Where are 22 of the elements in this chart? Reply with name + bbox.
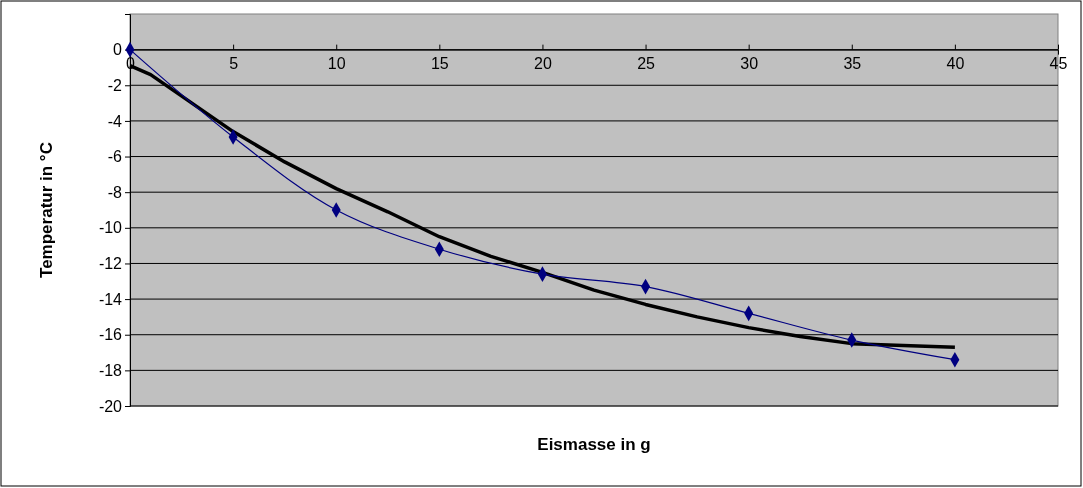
y-tick-label: -16 [98,326,123,344]
x-tick-label: 35 [843,55,862,72]
x-tick-label: 45 [1049,55,1068,72]
x-tick-label: 20 [534,55,552,72]
y-tick-label: -18 [98,361,123,379]
y-tick-label: -12 [98,255,123,273]
y-tick-label: 0 [113,41,123,59]
y-tick-label: -14 [98,290,123,308]
y-tick-label: -6 [107,148,123,166]
y-tick-label: -20 [98,397,123,415]
y-tick-label: -4 [107,112,123,130]
x-tick-label: 5 [229,55,239,72]
x-tick-label: 40 [946,55,965,72]
y-axis-title: Temperatur in °C [37,142,56,278]
x-axis-title: Eismasse in g [537,435,651,454]
x-tick-label: 30 [740,55,759,72]
y-tick-label: -10 [98,219,123,237]
x-tick-label: 15 [430,55,449,72]
y-tick-label: -8 [107,183,123,201]
y-tick-label: -2 [107,76,123,94]
x-tick-label: 25 [637,55,656,72]
x-tick-label: 10 [327,55,346,72]
